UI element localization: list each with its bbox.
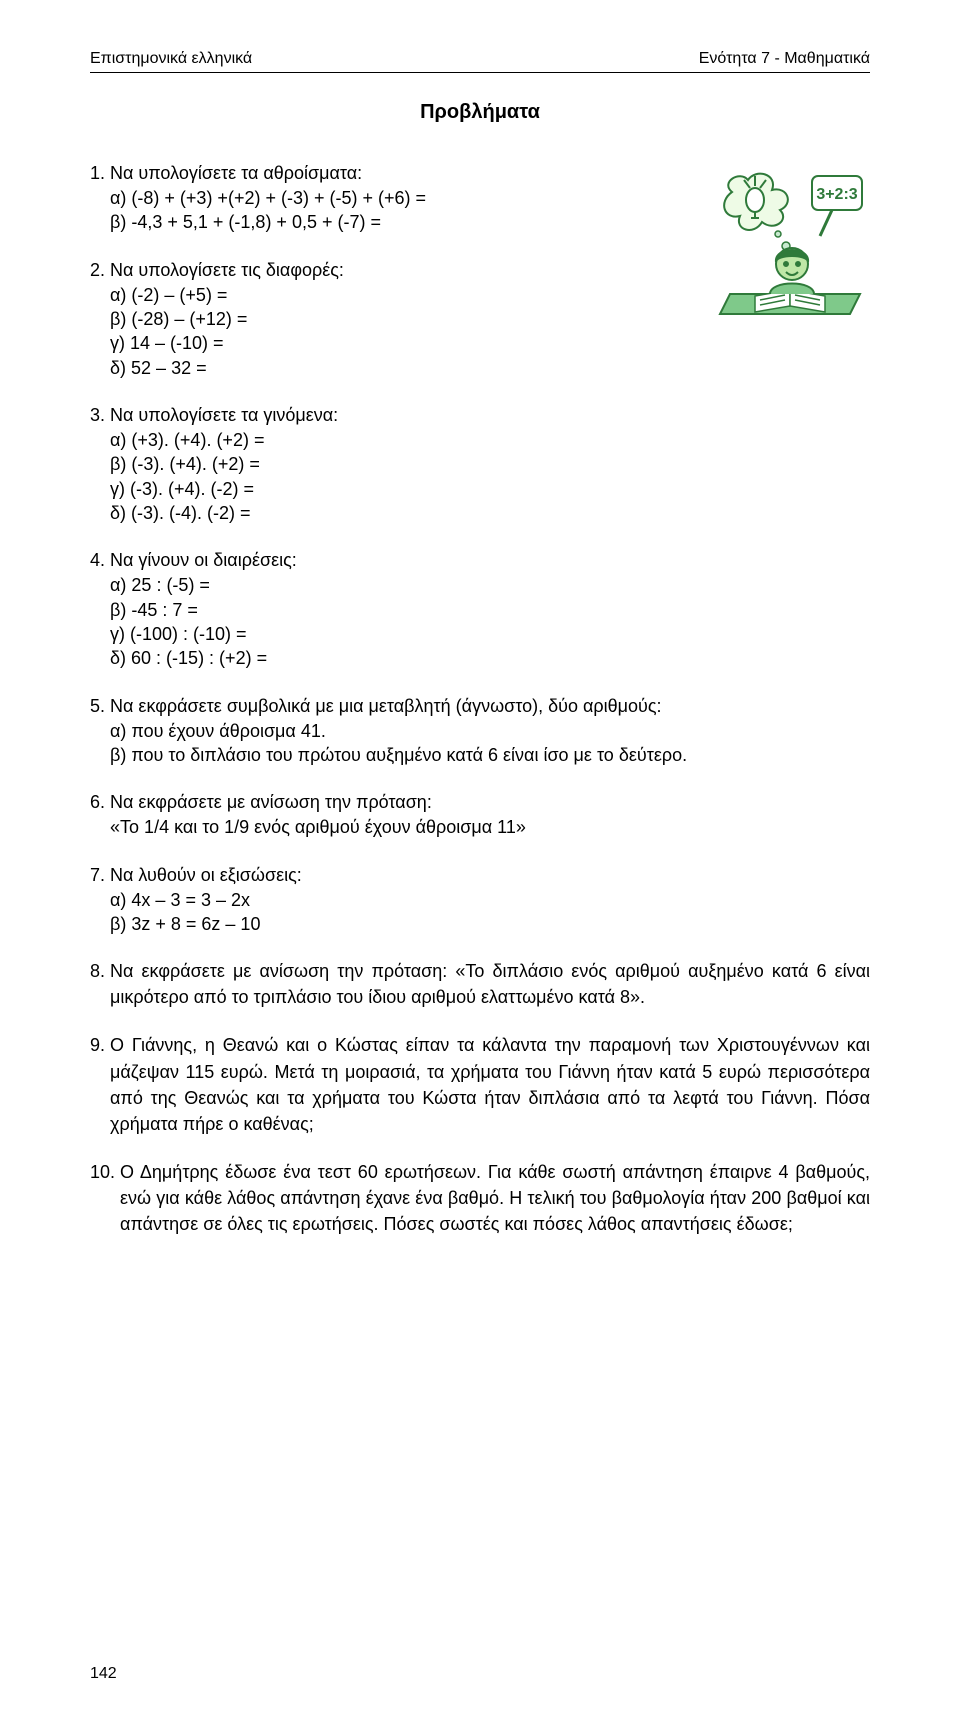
problem-line: δ) 60 : (-15) : (+2) = (110, 646, 870, 670)
problem-number: 8. (90, 958, 110, 1010)
problem-number: 9. (90, 1032, 110, 1136)
problem-intro: Να εκφράσετε συμβολικά με μια μεταβλητή … (110, 693, 870, 719)
problem-intro: Να υπολογίσετε τα γινόμενα: (110, 402, 870, 428)
problem-line: α) που έχουν άθροισμα 41. (110, 719, 870, 743)
problem-intro: Να εκφράσετε με ανίσωση την πρόταση: (110, 789, 870, 815)
top-left-column: 1. Να υπολογίσετε τα αθροίσματα: α) (-8)… (90, 160, 680, 402)
problem-10: 10. Ο Δημήτρης έδωσε ένα τεστ 60 ερωτήσε… (90, 1159, 870, 1237)
problem-line: β) 3z + 8 = 6z – 10 (110, 912, 870, 936)
page: Επιστημονικά ελληνικά Ενότητα 7 - Μαθημα… (0, 0, 960, 1717)
problem-intro: Να γίνουν οι διαιρέσεις: (110, 547, 870, 573)
problem-9: 9. Ο Γιάννης, η Θεανώ και ο Κώστας είπαν… (90, 1032, 870, 1136)
problem-8: 8. Να εκφράσετε με ανίσωση την πρόταση: … (90, 958, 870, 1010)
header-rule (90, 72, 870, 73)
problem-7: 7. Να λυθούν οι εξισώσεις: α) 4x – 3 = 3… (90, 862, 870, 937)
problem-intro: Να εκφράσετε με ανίσωση την πρόταση: «Το… (110, 958, 870, 1010)
page-number: 142 (90, 1665, 117, 1683)
student-thinking-icon: 3+2:3 (700, 164, 870, 334)
top-block: 1. Να υπολογίσετε τα αθροίσματα: α) (-8)… (90, 160, 870, 402)
problem-intro: Ο Γιάννης, η Θεανώ και ο Κώστας είπαν τα… (110, 1032, 870, 1136)
problem-line: β) (-3). (+4). (+2) = (110, 452, 870, 476)
problem-number: 2. (90, 257, 110, 380)
problem-intro: Να υπολογίσετε τα αθροίσματα: (110, 160, 680, 186)
problem-intro: Να υπολογίσετε τις διαφορές: (110, 257, 680, 283)
problem-line: δ) 52 – 32 = (110, 356, 680, 380)
problem-line: α) (-2) – (+5) = (110, 283, 680, 307)
problem-number: 1. (90, 160, 110, 235)
problem-number: 6. (90, 789, 110, 839)
problem-5: 5. Να εκφράσετε συμβολικά με μια μεταβλη… (90, 693, 870, 768)
problem-line: β) που το διπλάσιο του πρώτου αυξημένο κ… (110, 743, 870, 767)
problem-2: 2. Να υπολογίσετε τις διαφορές: α) (-2) … (90, 257, 680, 380)
problem-line: γ) (-3). (+4). (-2) = (110, 477, 870, 501)
problem-4: 4. Να γίνουν οι διαιρέσεις: α) 25 : (-5)… (90, 547, 870, 670)
problem-intro: Να λυθούν οι εξισώσεις: (110, 862, 870, 888)
problem-line: α) 4x – 3 = 3 – 2x (110, 888, 870, 912)
problem-number: 4. (90, 547, 110, 670)
page-title: Προβλήματα (90, 101, 870, 124)
problem-number: 10. (90, 1159, 120, 1237)
problem-line: α) (-8) + (+3) +(+2) + (-3) + (-5) + (+6… (110, 186, 680, 210)
sign-text: 3+2:3 (816, 186, 857, 203)
problem-line: β) (-28) – (+12) = (110, 307, 680, 331)
problem-6: 6. Να εκφράσετε με ανίσωση την πρόταση: … (90, 789, 870, 839)
problem-number: 3. (90, 402, 110, 525)
problem-line: α) 25 : (-5) = (110, 573, 870, 597)
problem-line: β) -45 : 7 = (110, 598, 870, 622)
page-header: Επιστημονικά ελληνικά Ενότητα 7 - Μαθημα… (90, 50, 870, 68)
problem-line: δ) (-3). (-4). (-2) = (110, 501, 870, 525)
problem-3: 3. Να υπολογίσετε τα γινόμενα: α) (+3). … (90, 402, 870, 525)
problem-line: γ) (-100) : (-10) = (110, 622, 870, 646)
problem-line: «Το 1/4 και το 1/9 ενός αριθμού έχουν άθ… (110, 815, 870, 839)
problem-line: β) -4,3 + 5,1 + (-1,8) + 0,5 + (-7) = (110, 210, 680, 234)
problem-line: α) (+3). (+4). (+2) = (110, 428, 870, 452)
header-right: Ενότητα 7 - Μαθηματικά (699, 50, 870, 68)
problem-number: 5. (90, 693, 110, 768)
problem-1: 1. Να υπολογίσετε τα αθροίσματα: α) (-8)… (90, 160, 680, 235)
header-left: Επιστημονικά ελληνικά (90, 50, 252, 68)
problem-line: γ) 14 – (-10) = (110, 331, 680, 355)
illustration: 3+2:3 (700, 164, 870, 334)
problem-intro: Ο Δημήτρης έδωσε ένα τεστ 60 ερωτήσεων. … (120, 1159, 870, 1237)
problem-number: 7. (90, 862, 110, 937)
